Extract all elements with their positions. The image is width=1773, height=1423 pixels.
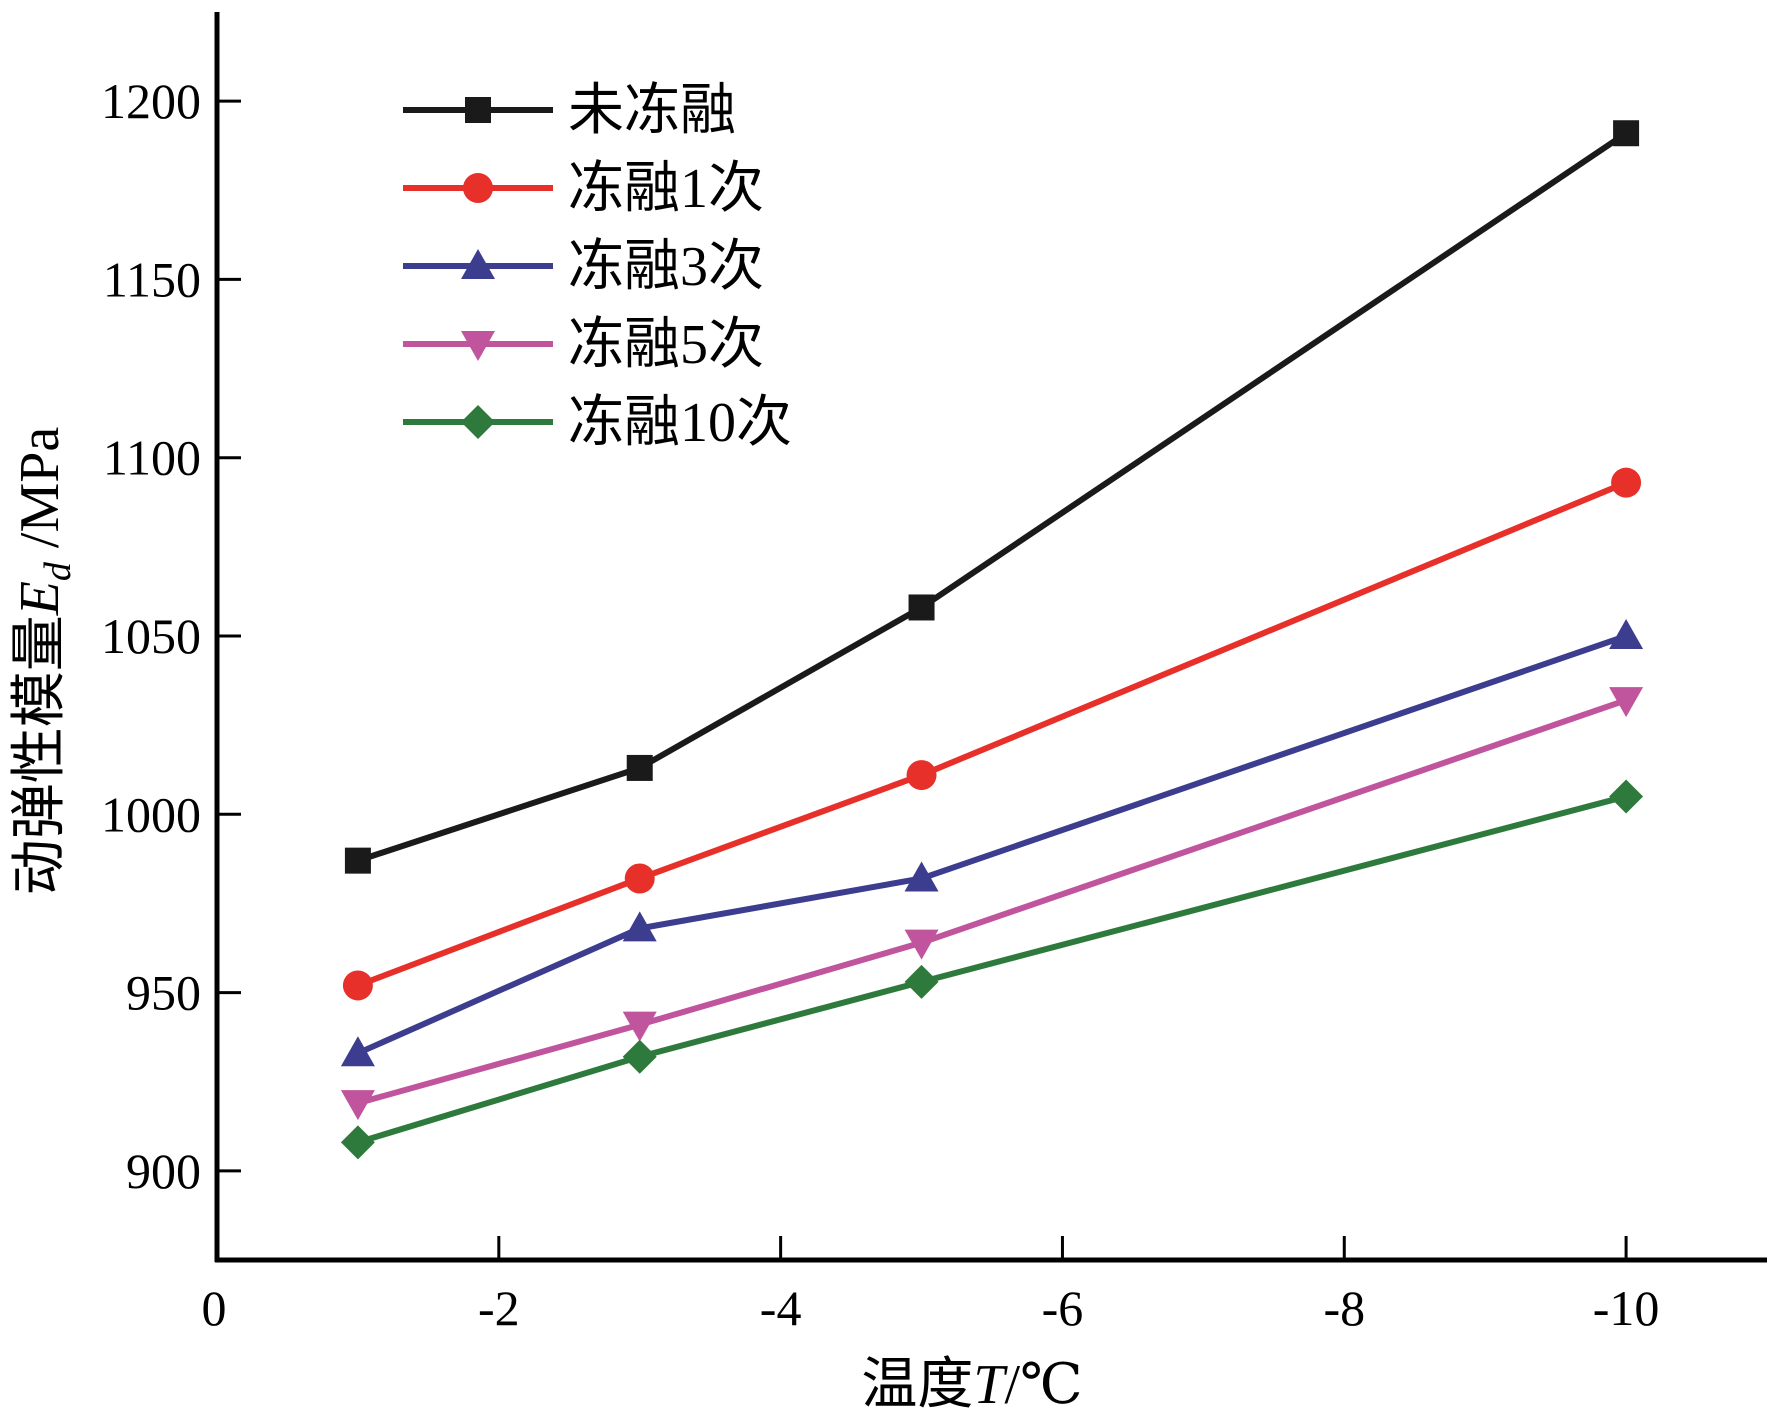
- series-5: [340, 779, 1644, 1160]
- legend-swatch-marker: [461, 331, 495, 361]
- legend-label: 冻融10次: [568, 392, 792, 454]
- data-point: [342, 970, 373, 1001]
- y-axis-title-unit: /MPa: [9, 427, 71, 562]
- series-line: [356, 633, 1628, 1056]
- series-layer: [340, 120, 1644, 1160]
- x-tick-label: -4: [760, 1280, 802, 1336]
- data-point: [1609, 779, 1644, 814]
- y-axis-title: 动弹性模量Ed /MPa: [9, 427, 79, 896]
- y-axis-title-variable: E: [9, 581, 71, 616]
- y-tick-label: 900: [126, 1143, 201, 1199]
- series-2: [342, 467, 1642, 1001]
- y-tick-label: 950: [126, 965, 201, 1021]
- series-3: [340, 619, 1644, 1067]
- data-point: [340, 1036, 375, 1067]
- x-tick-label: -8: [1323, 1280, 1365, 1336]
- legend-item-5: 冻融10次: [403, 392, 792, 454]
- x-tick-label: -6: [1042, 1280, 1084, 1336]
- data-point: [626, 754, 653, 781]
- series-4: [340, 687, 1644, 1121]
- y-tick-label: 1200: [101, 73, 201, 129]
- y-tick-label: 1000: [101, 786, 201, 842]
- data-point: [340, 1125, 375, 1160]
- data-point: [906, 760, 937, 791]
- y-tick-label: 1100: [103, 430, 201, 486]
- series-1: [344, 120, 1640, 874]
- y-tick-label: 1150: [103, 251, 201, 307]
- x-axis-title-variable: T: [973, 1354, 1008, 1416]
- x-axis-title-unit: /℃: [1004, 1354, 1082, 1416]
- series-line: [356, 130, 1628, 864]
- series-line: [357, 697, 1628, 1106]
- data-point: [622, 1039, 657, 1074]
- data-point: [622, 1011, 657, 1042]
- legend-item-3: 冻融3次: [403, 236, 764, 298]
- x-tick-label: -2: [478, 1280, 520, 1336]
- legend-label: 未冻融: [568, 80, 736, 142]
- legend-item-2: 冻融1次: [403, 158, 764, 220]
- legend-swatch-marker: [461, 405, 495, 439]
- data-point: [622, 911, 657, 942]
- data-point: [908, 594, 935, 621]
- y-axis-title-subscript: d: [37, 561, 79, 581]
- data-point: [1609, 687, 1644, 718]
- data-point: [624, 863, 655, 894]
- legend-item-1: 未冻融: [403, 80, 736, 142]
- x-tick-label: 0: [202, 1280, 227, 1336]
- data-point: [904, 964, 939, 999]
- legend-label: 冻融3次: [568, 236, 764, 298]
- data-point: [1609, 619, 1644, 649]
- y-axis-title-prefix: 动弹性模量: [9, 615, 71, 895]
- legend-swatch-marker: [463, 173, 493, 203]
- x-tick-label: -10: [1593, 1280, 1660, 1336]
- data-point: [904, 861, 939, 892]
- legend-swatch-marker: [465, 97, 491, 123]
- legend-item-4: 冻融5次: [403, 314, 764, 376]
- data-point: [1613, 120, 1640, 147]
- legend-label: 冻融1次: [568, 158, 764, 220]
- legend-swatch-marker: [461, 249, 495, 279]
- axes: [214, 12, 1767, 1263]
- y-tick-label: 1050: [101, 608, 201, 664]
- x-axis-title-prefix: 温度: [861, 1354, 973, 1416]
- ticks: 0 -2 -4 -6 -8 -10 900 950 1000 1050 1100 1150 1200: [101, 73, 1659, 1336]
- series-line: [357, 793, 1627, 1146]
- legend-label: 冻融5次: [568, 314, 764, 376]
- data-point: [340, 1090, 375, 1121]
- data-point: [904, 929, 939, 960]
- x-axis-title: 温度T/℃: [861, 1354, 1082, 1416]
- data-point: [1611, 467, 1642, 498]
- data-point: [344, 847, 371, 874]
- series-line: [356, 479, 1628, 989]
